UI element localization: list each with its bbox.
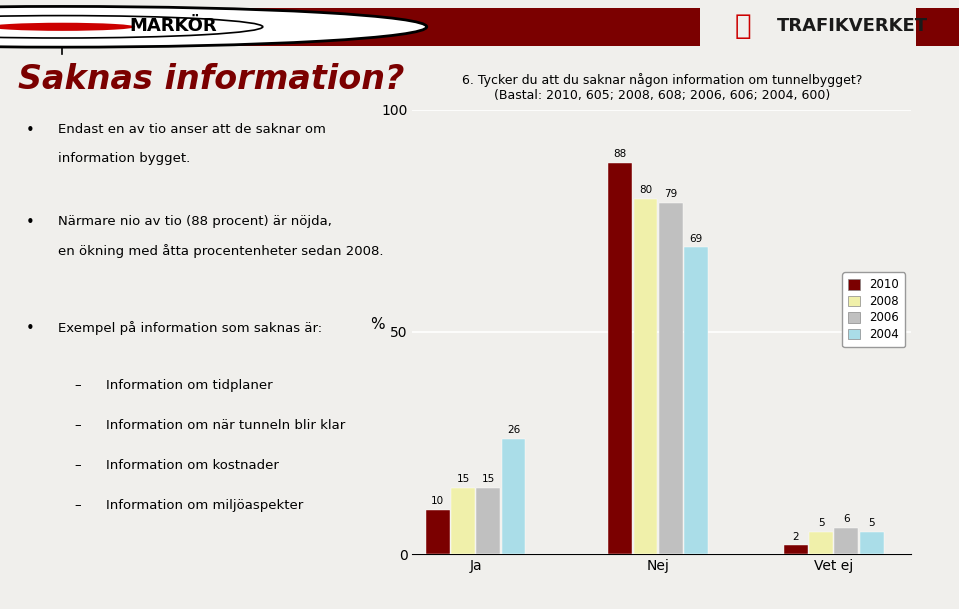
Text: –: – (74, 499, 81, 512)
Text: Endast en av tio anser att de saknar om: Endast en av tio anser att de saknar om (58, 123, 326, 136)
Text: •: • (26, 321, 35, 336)
Bar (608, 163, 632, 554)
Text: MARKÖR: MARKÖR (129, 16, 217, 35)
Bar (634, 199, 658, 554)
Text: 15: 15 (481, 474, 495, 484)
Text: Information om kostnader: Information om kostnader (106, 459, 279, 472)
Text: –: – (74, 419, 81, 432)
Bar (659, 203, 683, 554)
Bar (809, 532, 833, 554)
Text: –: – (74, 379, 81, 392)
Y-axis label: %: % (370, 317, 385, 332)
Text: 6: 6 (843, 514, 850, 524)
Text: •: • (26, 216, 35, 230)
Text: information bygget.: information bygget. (58, 152, 190, 165)
Bar (916, 8, 959, 46)
Text: Saknas information?: Saknas information? (18, 63, 405, 96)
Circle shape (0, 16, 263, 38)
Text: 5: 5 (818, 518, 825, 529)
Bar (860, 532, 883, 554)
Bar (211, 8, 700, 46)
Text: 15: 15 (456, 474, 470, 484)
Text: en ökning med åtta procentenheter sedan 2008.: en ökning med åtta procentenheter sedan … (58, 244, 384, 258)
Bar (784, 545, 807, 554)
Bar (502, 438, 526, 554)
Text: 79: 79 (665, 189, 677, 199)
Text: 5: 5 (869, 518, 875, 529)
Text: Information om tidplaner: Information om tidplaner (106, 379, 273, 392)
Bar (834, 527, 858, 554)
Text: 69: 69 (690, 234, 703, 244)
Text: TRAFIKVERKET: TRAFIKVERKET (777, 16, 928, 35)
Text: Exempel på information som saknas är:: Exempel på information som saknas är: (58, 321, 322, 335)
Text: •: • (26, 123, 35, 138)
Legend: 2010, 2008, 2006, 2004: 2010, 2008, 2006, 2004 (842, 272, 905, 347)
Bar (451, 487, 475, 554)
Text: –: – (74, 459, 81, 472)
Text: Ⓣ: Ⓣ (735, 12, 752, 40)
Text: Information om miljöaspekter: Information om miljöaspekter (106, 499, 303, 512)
Bar (426, 510, 450, 554)
Text: 10: 10 (432, 496, 444, 506)
Text: Information om när tunneln blir klar: Information om när tunneln blir klar (106, 419, 345, 432)
Bar (684, 247, 708, 554)
Text: 26: 26 (507, 425, 520, 435)
Circle shape (0, 23, 135, 31)
Title: 6. Tycker du att du saknar någon information om tunnelbygget?
(Bastal: 2010, 605: 6. Tycker du att du saknar någon informa… (461, 72, 862, 102)
Text: 2: 2 (792, 532, 799, 542)
Text: 80: 80 (639, 185, 652, 195)
Text: Närmare nio av tio (88 procent) är nöjda,: Närmare nio av tio (88 procent) är nöjda… (58, 216, 332, 228)
Text: 88: 88 (614, 149, 627, 160)
Bar (477, 487, 501, 554)
Circle shape (0, 7, 427, 47)
